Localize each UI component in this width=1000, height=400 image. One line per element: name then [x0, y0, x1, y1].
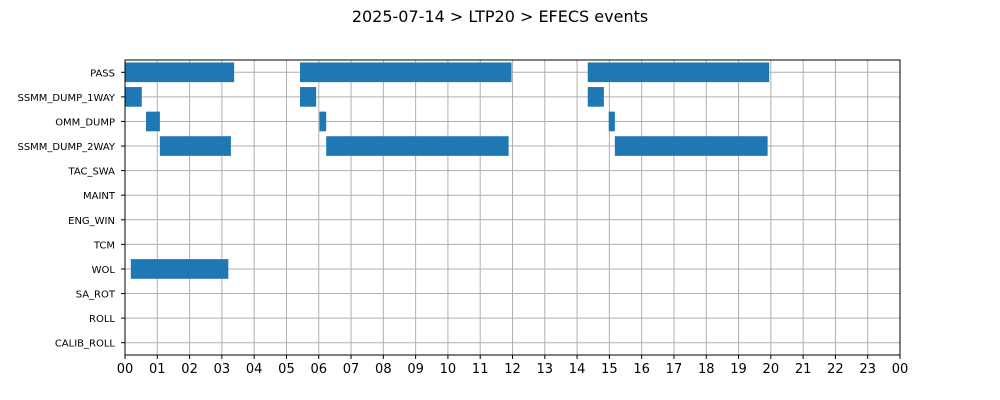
y-tick-label: WOL	[92, 265, 116, 276]
y-tick-label: TAC_SWA	[67, 167, 115, 178]
x-tick-label: 20	[763, 362, 780, 377]
x-tick-label: 01	[149, 362, 166, 377]
x-tick-label: 21	[795, 362, 812, 377]
x-tick-label: 06	[310, 362, 327, 377]
y-tick-label: PASS	[90, 68, 115, 79]
event-bar-ssmm-dump-2way	[159, 136, 231, 156]
y-tick-label: MAINT	[83, 191, 116, 202]
x-tick-label: 14	[569, 362, 586, 377]
x-tick-label: 17	[666, 362, 683, 377]
event-bar-pass	[125, 62, 235, 83]
y-tick-label: ENG_WIN	[68, 216, 115, 227]
x-tick-label: 15	[601, 362, 618, 377]
x-tick-label: 10	[440, 362, 457, 377]
y-tick-label: OMM_DUMP	[55, 117, 115, 128]
x-tick-label: 07	[343, 362, 360, 377]
x-tick-label: 23	[859, 362, 876, 377]
x-tick-label: 00	[892, 362, 909, 377]
y-tick-label: SSMM_DUMP_1WAY	[17, 93, 115, 104]
event-bar-pass	[587, 62, 770, 83]
chart-title: 2025-07-14 > LTP20 > EFECS events	[352, 7, 648, 26]
y-tick-label: SA_ROT	[76, 290, 116, 301]
x-tick-label: 02	[181, 362, 198, 377]
x-tick-label: 08	[375, 362, 392, 377]
event-bar-ssmm-dump-1way	[587, 87, 604, 107]
event-bar-omm-dump	[145, 111, 160, 132]
event-bar-ssmm-dump-1way	[125, 87, 142, 107]
event-bar-ssmm-dump-2way	[326, 136, 509, 156]
x-tick-label: 09	[407, 362, 424, 377]
event-bar-omm-dump	[608, 111, 615, 132]
y-tick-label: ROLL	[89, 314, 115, 325]
event-bar-ssmm-dump-2way	[614, 136, 768, 156]
y-tick-label: SSMM_DUMP_2WAY	[17, 142, 115, 153]
x-tick-label: 12	[504, 362, 521, 377]
x-tick-label: 05	[278, 362, 295, 377]
x-tick-label: 13	[537, 362, 554, 377]
event-bar-pass	[300, 62, 512, 83]
event-bar-omm-dump	[319, 111, 327, 132]
plot-area: PASS SSMM_DUMP_1WAY OMM_DUMP SSMM_DUMP_2WAY…	[17, 59, 909, 377]
x-tick-label: 19	[730, 362, 747, 377]
event-bar-wol	[130, 259, 229, 279]
y-tick-label: TCM	[93, 240, 115, 251]
x-tick-label: 11	[472, 362, 489, 377]
x-tick-label: 16	[633, 362, 650, 377]
x-tick-label: 22	[827, 362, 844, 377]
x-tick-label: 03	[214, 362, 231, 377]
x-tick-label: 00	[117, 362, 134, 377]
x-tick-label: 18	[698, 362, 715, 377]
x-tick-label: 04	[246, 362, 263, 377]
y-tick-label: CALIB_ROLL	[55, 339, 116, 350]
event-bar-ssmm-dump-1way	[300, 87, 317, 107]
